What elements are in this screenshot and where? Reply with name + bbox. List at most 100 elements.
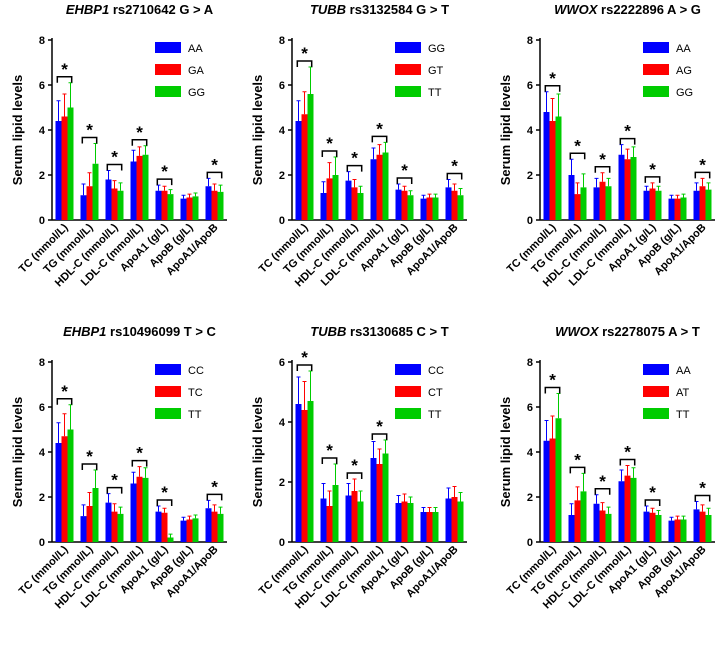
y-tick-label: 0 [527, 215, 533, 227]
bar [445, 187, 452, 220]
panel-title: TUBB rs3130685 C > T [310, 324, 448, 339]
bar [211, 511, 218, 542]
bar [549, 438, 556, 542]
legend-swatch [643, 42, 669, 53]
significance-bracket [569, 152, 586, 160]
y-tick-label: 4 [527, 125, 534, 137]
significance-star: * [624, 443, 631, 462]
legend-label: CC [188, 365, 204, 377]
bar [370, 159, 377, 220]
significance-star: * [161, 483, 168, 502]
bar [332, 485, 339, 542]
legend-label: AA [188, 43, 203, 55]
bar [92, 163, 99, 220]
panel-title: WWOX rs2278075 A > T [555, 324, 700, 339]
y-tick-label: 4 [279, 125, 286, 137]
bar [295, 121, 302, 220]
bar [618, 481, 625, 542]
legend-swatch [643, 386, 669, 397]
significance-star: * [699, 479, 706, 498]
snp-label: rs3130685 C > T [350, 324, 449, 339]
significance-star: * [301, 348, 308, 367]
legend-swatch [643, 86, 669, 97]
bar [555, 116, 562, 220]
bar [376, 464, 383, 542]
significance-bracket [346, 164, 363, 172]
bar [295, 404, 302, 542]
bar [451, 497, 458, 542]
bar [117, 190, 124, 220]
legend-label: CT [428, 387, 443, 399]
bar [401, 190, 408, 220]
significance-star: * [211, 155, 218, 174]
y-tick-label: 6 [39, 80, 45, 92]
legend-swatch [155, 64, 181, 75]
bar [401, 501, 408, 542]
bar [549, 121, 556, 220]
bar [211, 190, 218, 220]
bar [699, 511, 706, 542]
legend-label: AT [676, 387, 690, 399]
y-axis-label: Serum lipid levels [498, 397, 513, 508]
bar [649, 188, 656, 220]
bar [186, 519, 193, 542]
legend-swatch [395, 42, 421, 53]
bar [605, 186, 612, 220]
legend-swatch [395, 408, 421, 419]
bar [326, 178, 333, 220]
significance-star: * [136, 444, 143, 463]
y-tick-label: 6 [527, 402, 533, 414]
y-tick-label: 8 [527, 35, 533, 47]
bar [605, 513, 612, 542]
bar [345, 495, 352, 542]
bar [426, 512, 433, 542]
bar [693, 509, 700, 542]
legend-swatch [395, 386, 421, 397]
bar [580, 187, 587, 220]
significance-bracket [321, 150, 338, 157]
significance-star: * [649, 160, 656, 179]
significance-star: * [574, 136, 581, 155]
bar [142, 154, 149, 220]
bar [649, 512, 656, 542]
legend-label: GG [428, 43, 445, 55]
significance-bracket [321, 457, 338, 464]
bar [351, 187, 358, 220]
significance-star: * [61, 60, 68, 79]
bar [136, 476, 143, 542]
y-tick-label: 6 [279, 357, 285, 369]
y-tick-label: 4 [279, 417, 286, 429]
bar [432, 512, 439, 542]
significance-star: * [549, 69, 556, 88]
gene-name: TUBB [310, 2, 346, 17]
bar [643, 190, 650, 220]
bar [130, 161, 137, 220]
significance-star: * [211, 477, 218, 496]
bar [161, 512, 168, 542]
y-tick-label: 6 [39, 402, 45, 414]
legend-label: CC [428, 365, 444, 377]
bar [105, 179, 112, 220]
significance-bracket [206, 171, 223, 179]
bar [451, 190, 458, 220]
legend-swatch [155, 408, 181, 419]
bar [555, 418, 562, 542]
bar [205, 508, 212, 542]
bar [161, 190, 168, 220]
significance-bracket [81, 463, 98, 470]
snp-label: rs2278075 A > T [602, 324, 700, 339]
bar [111, 188, 118, 220]
bar [599, 181, 606, 220]
bar [55, 443, 62, 542]
panel-title: EHBP1 rs10496099 T > C [63, 324, 216, 339]
bar [407, 503, 414, 542]
gene-name: WWOX [554, 2, 599, 17]
y-tick-label: 8 [39, 35, 45, 47]
significance-bracket [446, 172, 463, 180]
y-axis-label: Serum lipid levels [10, 75, 25, 186]
bar [307, 94, 314, 220]
significance-star: * [136, 123, 143, 142]
significance-star: * [161, 162, 168, 181]
bar [357, 193, 364, 220]
bar [593, 503, 600, 542]
